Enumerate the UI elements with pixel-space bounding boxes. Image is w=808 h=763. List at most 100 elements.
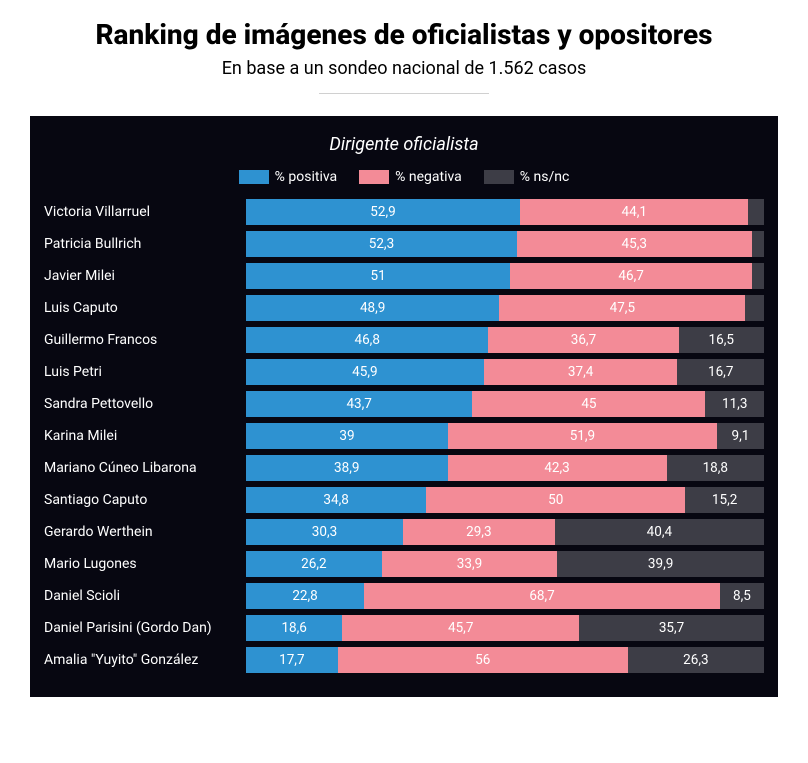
bar-value-positiva: 39 <box>339 428 354 444</box>
bar-segment-nsnc: 9,1 <box>717 423 764 449</box>
divider <box>319 93 489 94</box>
bar-segment-nsnc <box>752 263 764 289</box>
bar-segment-negativa: 42,3 <box>448 455 667 481</box>
bar-value-negativa: 45 <box>581 396 596 412</box>
bar-segment-nsnc <box>745 295 764 321</box>
row-label: Javier Milei <box>44 268 246 284</box>
bar-segment-nsnc: 18,8 <box>667 455 764 481</box>
bar-value-positiva: 43,7 <box>346 396 371 412</box>
bar-value-negativa: 46,7 <box>618 268 643 284</box>
stacked-bar: 45,937,416,7 <box>246 359 764 385</box>
bar-segment-positiva: 48,9 <box>246 295 499 321</box>
chart-title: Dirigente oficialista <box>44 134 764 155</box>
bar-value-positiva: 48,9 <box>360 300 385 316</box>
chart-row: Mariano Cúneo Libarona38,942,318,8 <box>44 455 764 481</box>
bar-segment-negativa: 36,7 <box>488 327 678 353</box>
bar-value-nsnc: 39,9 <box>648 556 673 572</box>
page-subtitle: En base a un sondeo nacional de 1.562 ca… <box>0 58 808 79</box>
bar-segment-nsnc: 8,5 <box>720 583 764 609</box>
row-label: Gerardo Werthein <box>44 524 246 540</box>
bar-value-negativa: 45,3 <box>622 236 647 252</box>
chart-row: Luis Caputo48,947,5 <box>44 295 764 321</box>
stacked-bar: 18,6 45,7 35,7 <box>246 615 764 641</box>
bar-value-positiva: 34,8 <box>323 492 348 508</box>
page-title: Ranking de imágenes de oficialistas y op… <box>40 18 768 52</box>
bar-segment-negativa: 56 <box>338 647 628 673</box>
bar-segment-negativa: 44,1 <box>520 199 748 225</box>
bar-segment-nsnc <box>752 231 764 257</box>
row-label: Luis Petri <box>44 364 246 380</box>
bar-value-positiva: 38,9 <box>334 460 359 476</box>
row-label: Daniel Parisini (Gordo Dan) <box>44 620 246 636</box>
bar-segment-positiva: 26,2 <box>246 551 382 577</box>
bar-value-negativa: 45,7 <box>448 620 473 636</box>
chart-row: Javier Milei 51 46,7 <box>44 263 764 289</box>
bar-value-nsnc: 35,7 <box>659 620 684 636</box>
stacked-bar: 22,868,78,5 <box>246 583 764 609</box>
bar-segment-positiva: 52,9 <box>246 199 520 225</box>
chart-row: Karina Milei3951,99,1 <box>44 423 764 449</box>
chart-row: Victoria Villarruel 52,9 44,1 <box>44 199 764 225</box>
bar-segment-negativa: 37,4 <box>484 359 678 385</box>
bar-value-negativa: 47,5 <box>610 300 635 316</box>
bar-value-positiva: 22,8 <box>292 588 317 604</box>
bar-value-positiva: 51 <box>370 268 385 284</box>
bar-value-negativa: 36,7 <box>571 332 596 348</box>
bar-value-positiva: 52,3 <box>369 236 394 252</box>
bar-value-nsnc: 26,3 <box>683 652 708 668</box>
bar-segment-positiva: 34,8 <box>246 487 426 513</box>
legend-label-nsnc: % ns/nc <box>520 169 570 185</box>
chart-row: Patricia Bullrich52,345,3 <box>44 231 764 257</box>
bar-segment-nsnc: 15,2 <box>685 487 764 513</box>
bar-value-negativa: 29,3 <box>466 524 491 540</box>
row-label: Sandra Pettovello <box>44 396 246 412</box>
bar-value-negativa: 44,1 <box>622 204 647 220</box>
bar-value-nsnc: 11,3 <box>722 396 747 412</box>
stacked-bar: 38,9 42,318,8 <box>246 455 764 481</box>
chart-row: Daniel Scioli22,868,78,5 <box>44 583 764 609</box>
chart-row: Mario Lugones 26,2 33,9 39,9 <box>44 551 764 577</box>
stacked-bar: 43,7 45 11,3 <box>246 391 764 417</box>
row-label: Mario Lugones <box>44 556 246 572</box>
stacked-bar: 17,7 56 26,3 <box>246 647 764 673</box>
bar-segment-positiva: 45,9 <box>246 359 484 385</box>
bar-segment-positiva: 30,3 <box>246 519 403 545</box>
bar-segment-negativa: 29,3 <box>403 519 555 545</box>
chart-row: Sandra Pettovello 43,7 45 11,3 <box>44 391 764 417</box>
bar-segment-positiva: 39 <box>246 423 448 449</box>
row-label: Amalia "Yuyito" González <box>44 652 246 668</box>
bar-segment-negativa: 45 <box>472 391 705 417</box>
legend-swatch-negativa <box>359 170 389 184</box>
bar-value-nsnc: 40,4 <box>647 524 672 540</box>
chart-rows: Victoria Villarruel52,944,1Patricia Bull… <box>44 199 764 673</box>
bar-segment-nsnc <box>748 199 764 225</box>
bar-value-nsnc: 8,5 <box>733 588 751 604</box>
bar-segment-nsnc: 11,3 <box>705 391 764 417</box>
stacked-bar: 51 46,7 <box>246 263 764 289</box>
bar-value-negativa: 51,9 <box>570 428 595 444</box>
chart-container: Dirigente oficialista % positiva % negat… <box>30 116 778 697</box>
stacked-bar: 46,836,716,5 <box>246 327 764 353</box>
bar-segment-negativa: 50 <box>426 487 685 513</box>
stacked-bar: 52,3 45,3 <box>246 231 764 257</box>
bar-value-positiva: 17,7 <box>279 652 304 668</box>
bar-value-negativa: 33,9 <box>457 556 482 572</box>
bar-value-positiva: 52,9 <box>370 204 395 220</box>
bar-value-positiva: 45,9 <box>352 364 377 380</box>
bar-value-positiva: 18,6 <box>281 620 306 636</box>
legend-swatch-nsnc <box>484 170 514 184</box>
bar-segment-negativa: 51,9 <box>448 423 717 449</box>
row-label: Guillermo Francos <box>44 332 246 348</box>
stacked-bar: 48,9 47,5 <box>246 295 764 321</box>
bar-segment-nsnc: 35,7 <box>579 615 764 641</box>
bar-segment-positiva: 51 <box>246 263 510 289</box>
stacked-bar: 34,8 5015,2 <box>246 487 764 513</box>
bar-segment-negativa: 46,7 <box>510 263 752 289</box>
bar-segment-negativa: 33,9 <box>382 551 558 577</box>
bar-value-positiva: 26,2 <box>301 556 326 572</box>
bar-segment-positiva: 18,6 <box>246 615 342 641</box>
row-label: Victoria Villarruel <box>44 204 246 220</box>
bar-segment-negativa: 45,7 <box>342 615 579 641</box>
bar-value-negativa: 56 <box>475 652 490 668</box>
stacked-bar: 30,3 29,3 40,4 <box>246 519 764 545</box>
